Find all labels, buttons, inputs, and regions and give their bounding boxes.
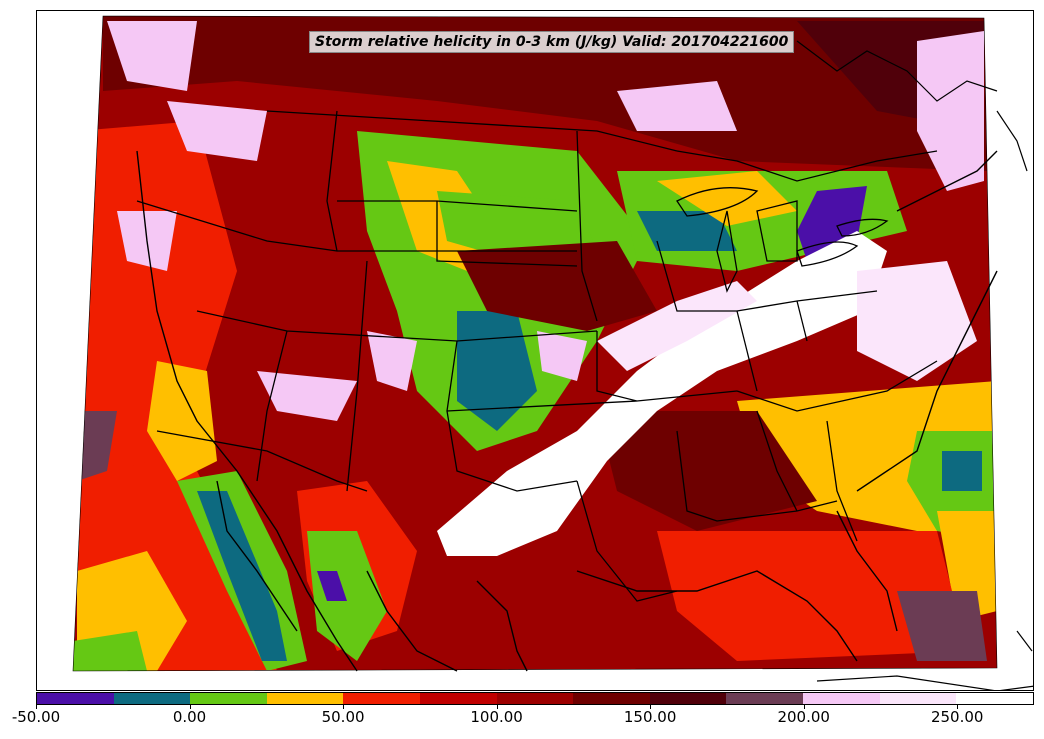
colorbar-ticks: -50.00 0.00 50.00 100.00 150.00 200.00 250.00 [0, 705, 1044, 736]
field-pink-plains [537, 331, 587, 381]
field-teal-southeast [942, 451, 982, 491]
field-darkred-south [597, 411, 817, 531]
colorbar-tick-mark [650, 705, 652, 709]
colorbar-segment [343, 693, 421, 704]
colorbar-tick-mark [496, 705, 498, 709]
colorbar-tick-label: 50.00 [321, 708, 365, 726]
colorbar-segment [956, 693, 1033, 704]
field-red-gulf [657, 531, 967, 661]
field-teal-lakes [637, 211, 737, 251]
colorbar-segment [37, 693, 114, 704]
field-green-dakota [437, 191, 597, 261]
colorbar-tick-mark [343, 705, 345, 709]
colorbar-segment [879, 693, 957, 704]
field-pink-rockies2 [367, 331, 417, 391]
colorbar-tick-mark [36, 705, 37, 709]
field-pink-corridor [597, 281, 757, 371]
colorbar-tick-label: 250.00 [930, 708, 984, 726]
colorbar-tick-label: 200.00 [777, 708, 830, 726]
colorbar-segment [190, 693, 267, 704]
field-green-mexico [307, 531, 387, 661]
colorbar-segment [420, 693, 497, 704]
colorbar-tick-label: 100.00 [470, 708, 523, 726]
colorbar-segment [113, 693, 191, 704]
field-green-southwest [73, 631, 147, 671]
colorbar-tick-label: 0.00 [172, 708, 207, 726]
field-teal-plains [457, 311, 537, 431]
colorbar-segment [649, 693, 727, 704]
field-pink-rockies [257, 371, 357, 421]
colorbar-tick-label: 150.00 [623, 708, 677, 726]
field-orange-lakes [657, 171, 797, 226]
colorbar-segment [803, 693, 880, 704]
domain-outline [72, 15, 998, 672]
field-red-west [77, 121, 237, 571]
plot-title: Storm relative helicity in 0-3 km (J/kg)… [309, 31, 795, 53]
helicity-map [72, 15, 1033, 690]
field-white-corridor [437, 231, 887, 556]
colorbar [36, 692, 1034, 705]
field-pink-northwest2 [167, 101, 267, 161]
field-pink-northeast [857, 261, 977, 381]
colorbar-segment [266, 693, 344, 704]
colorbar-segment [726, 693, 804, 704]
colorbar-tick-mark [803, 705, 805, 709]
field-teal-baja [197, 491, 287, 661]
colorbar-tick-mark [957, 705, 959, 709]
colorbar-tick-label: -50.00 [11, 708, 61, 726]
map-frame: Storm relative helicity in 0-3 km (J/kg)… [36, 10, 1034, 691]
field-orange-baja [147, 361, 217, 481]
field-dark-north [103, 16, 987, 171]
state-borders [136, 110, 938, 602]
field-mauve-southeast [897, 591, 987, 661]
field-purple-mexico [317, 571, 347, 601]
canada-coast [796, 40, 1033, 690]
colorbar-tick-mark [189, 705, 191, 709]
great-lakes [676, 187, 889, 293]
field-darkred-gulf [477, 571, 687, 666]
helicity-field [73, 16, 997, 671]
field-pink-northwest [107, 21, 197, 91]
colorbar-segment [496, 693, 574, 704]
field-mauve-southwest [77, 411, 117, 481]
colorbar-segment [573, 693, 650, 704]
coastlines [136, 150, 998, 672]
field-pink-canada [617, 81, 737, 131]
